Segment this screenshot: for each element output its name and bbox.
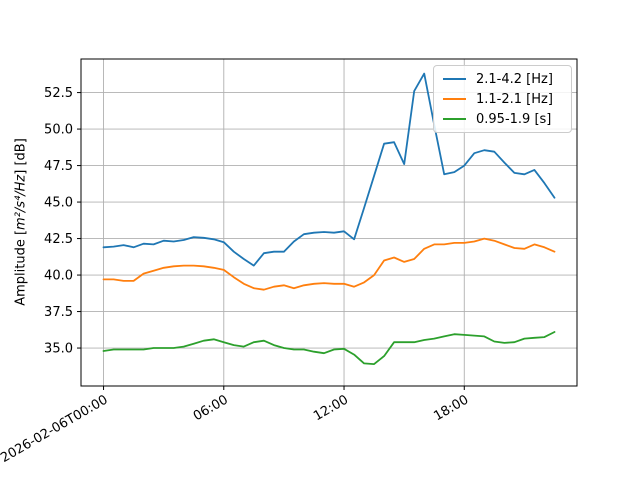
legend-label: 0.95-1.9 [s] [476, 111, 552, 127]
legend-line-swatch-green [443, 118, 466, 120]
legend-entry: 1.1-2.1 [Hz] [443, 92, 562, 107]
y-tick-label: 47.5 [44, 159, 73, 174]
y-axis-label-suffix: ] [dB] [13, 138, 29, 175]
y-axis-label-prefix: Amplitude [ [13, 229, 29, 306]
y-axis-label-units-math: m²/s⁴/Hz [13, 174, 29, 230]
legend-entry: 0.95-1.9 [s] [443, 112, 562, 127]
y-tick-label: 42.5 [44, 232, 73, 247]
y-tick-label: 37.5 [44, 305, 73, 320]
legend-line-swatch-orange [443, 98, 466, 100]
x-tick-label: 12:00 [311, 392, 351, 424]
x-tick-label: 2026-02-06T00:00 [0, 392, 111, 465]
y-tick-label: 40.0 [44, 269, 73, 284]
y-tick-label: 52.5 [44, 86, 73, 101]
legend-label: 1.1-2.1 [Hz] [476, 91, 553, 107]
legend-line-swatch-blue [443, 78, 466, 80]
legend-label: 2.1-4.2 [Hz] [476, 71, 553, 87]
series-line-0 [102, 72, 556, 267]
x-tick-label: 18:00 [431, 392, 471, 424]
legend: 2.1-4.2 [Hz] 1.1-2.1 [Hz] 0.95-1.9 [s] [433, 65, 572, 133]
y-tick-label: 45.0 [44, 196, 73, 211]
legend-entry: 2.1-4.2 [Hz] [443, 72, 562, 87]
series-line-2 [102, 331, 556, 366]
series-line-1 [102, 237, 556, 291]
y-axis-label: Amplitude [m²/s⁴/Hz] [dB] [14, 138, 29, 306]
axes-frame [80, 58, 578, 387]
y-tick-label: 35.0 [44, 342, 73, 357]
y-tick-label: 50.0 [44, 123, 73, 138]
x-tick-label: 06:00 [191, 392, 231, 424]
